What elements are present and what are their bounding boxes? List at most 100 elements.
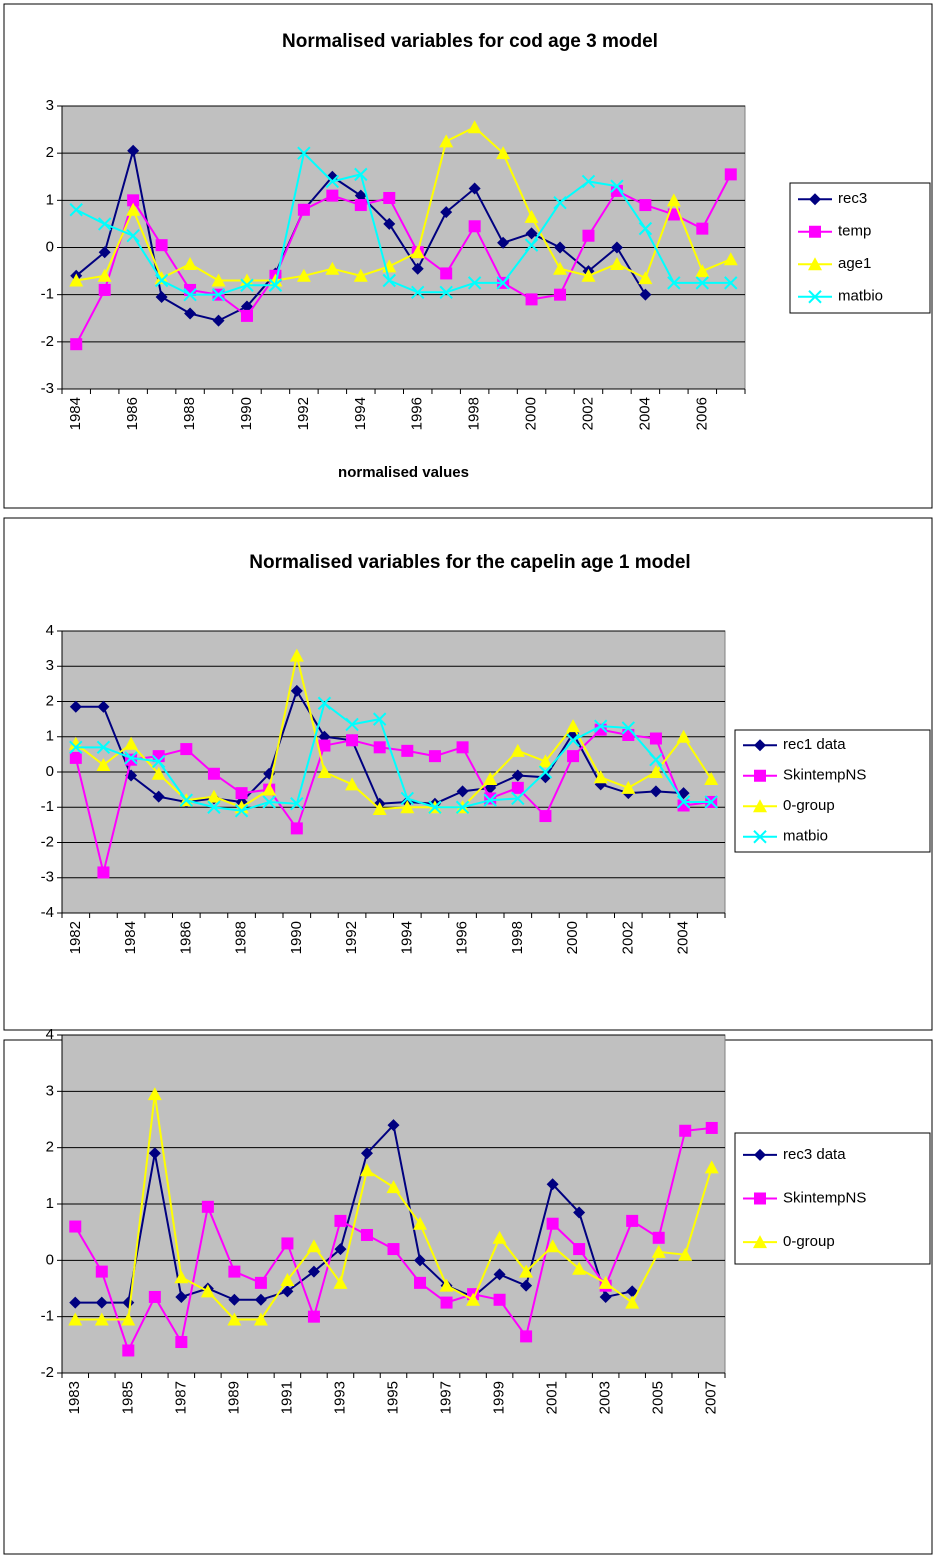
y-tick-label: -2 — [41, 833, 54, 850]
marker-x — [411, 285, 425, 300]
marker-triangle — [345, 777, 360, 791]
legend-label: 0-group — [783, 1233, 835, 1250]
x-tick-label: 1986 — [124, 397, 141, 430]
marker-triangle — [695, 264, 710, 278]
marker-x — [593, 719, 608, 733]
marker-square — [626, 1214, 639, 1227]
marker-diamond — [212, 314, 225, 327]
marker-triangle — [174, 1270, 189, 1284]
marker-x — [290, 797, 304, 811]
marker-square — [511, 781, 524, 794]
x-tick-label: 1985 — [119, 1381, 136, 1414]
marker-square — [468, 220, 481, 233]
x-tick-label: 2000 — [564, 921, 581, 954]
marker-square — [201, 1200, 214, 1213]
marker-triangle — [289, 648, 304, 662]
marker-triangle — [413, 1216, 428, 1230]
marker-x — [638, 221, 653, 236]
marker-triangle — [306, 1239, 321, 1253]
marker-triangle — [200, 1284, 215, 1298]
marker-triangle — [466, 1292, 481, 1306]
marker-x — [455, 800, 470, 814]
marker-triangle — [510, 743, 525, 757]
y-tick-label: -1 — [41, 286, 54, 303]
marker-square — [696, 222, 709, 235]
marker-square — [484, 792, 497, 805]
marker-triangle — [317, 765, 332, 778]
marker-triangle — [410, 245, 425, 259]
marker-triangle — [206, 789, 221, 803]
marker-square — [582, 229, 595, 242]
marker-square — [520, 1330, 533, 1343]
marker-triangle — [524, 209, 539, 223]
marker-triangle — [609, 257, 624, 271]
x-tick-label: 1994 — [352, 397, 369, 430]
y-tick-label: -4 — [41, 904, 54, 921]
marker-x — [183, 287, 197, 302]
marker-x — [538, 765, 553, 779]
y-tick-label: 3 — [46, 1082, 54, 1099]
x-tick-label: 2003 — [597, 1381, 614, 1414]
marker-square — [334, 1214, 347, 1227]
legend-box — [789, 182, 931, 314]
marker-triangle — [723, 252, 738, 266]
y-tick-label: 3 — [46, 97, 54, 114]
marker-x — [400, 791, 415, 806]
marker-triangle — [648, 765, 663, 778]
marker-triangle — [325, 261, 340, 275]
marker-square — [414, 1276, 427, 1289]
y-tick-label: 1 — [46, 191, 54, 208]
x-tick-label: 2005 — [650, 1381, 667, 1414]
marker-triangle — [68, 1312, 83, 1326]
marker-x — [179, 793, 194, 807]
marker-triangle — [151, 766, 166, 780]
y-tick-label: -2 — [41, 1364, 54, 1381]
marker-triangle — [386, 1180, 401, 1194]
marker-diamond — [155, 291, 168, 304]
marker-x — [704, 795, 718, 809]
marker-square — [373, 741, 386, 754]
x-tick-label: 1984 — [67, 397, 84, 430]
marker-triangle — [492, 1230, 507, 1244]
marker-x — [207, 800, 221, 814]
marker-triangle — [154, 271, 169, 285]
x-tick-label: 1992 — [295, 397, 312, 430]
marker-x — [610, 179, 624, 193]
chart-title: Normalised variables for the capelin age… — [249, 552, 690, 573]
marker-diamond — [456, 785, 469, 798]
legend-label: temp — [838, 223, 871, 240]
x-tick-label: 1984 — [122, 921, 139, 954]
marker-square — [705, 1121, 718, 1134]
marker-square — [383, 191, 396, 204]
y-tick-label: 4 — [46, 1026, 54, 1043]
marker-triangle — [126, 202, 141, 216]
marker-triangle — [333, 1275, 348, 1289]
marker-x — [297, 146, 311, 160]
marker-square — [69, 1220, 82, 1233]
marker-x — [317, 696, 332, 710]
marker-x — [667, 276, 681, 290]
x-tick-label: 1982 — [67, 921, 84, 954]
marker-square — [440, 1296, 453, 1309]
marker-square — [401, 744, 414, 757]
marker-x — [724, 276, 738, 290]
marker-square — [573, 1243, 586, 1256]
x-tick-label: 1987 — [172, 1381, 189, 1414]
marker-x — [372, 712, 387, 726]
legend-label: age1 — [838, 255, 871, 272]
marker-square — [307, 1310, 320, 1323]
y-tick-label: 0 — [46, 238, 54, 255]
marker-diamond — [599, 1290, 612, 1303]
marker-triangle — [704, 772, 719, 786]
marker-square — [297, 203, 310, 216]
marker-square — [148, 1290, 161, 1303]
x-tick-label: 2000 — [523, 397, 540, 430]
x-tick-label: 1997 — [438, 1381, 455, 1414]
marker-square — [235, 787, 248, 800]
marker-triangle — [296, 268, 311, 282]
marker-square — [97, 866, 110, 879]
marker-x — [268, 278, 283, 292]
marker-x — [566, 733, 580, 747]
marker-x — [354, 167, 368, 182]
marker-diamond — [354, 189, 367, 202]
